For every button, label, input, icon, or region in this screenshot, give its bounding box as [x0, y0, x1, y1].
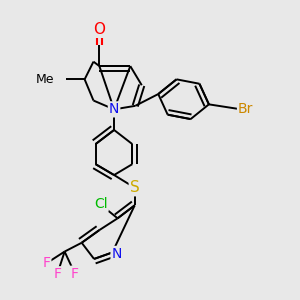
Text: N: N	[109, 102, 119, 116]
Text: Me: Me	[36, 73, 54, 86]
Text: Cl: Cl	[94, 197, 108, 211]
Text: F: F	[42, 256, 50, 270]
Text: N: N	[112, 247, 122, 261]
Text: O: O	[93, 22, 105, 37]
Text: Br: Br	[238, 102, 254, 116]
Text: F: F	[71, 267, 79, 281]
Text: S: S	[130, 180, 140, 195]
Text: F: F	[53, 267, 61, 281]
